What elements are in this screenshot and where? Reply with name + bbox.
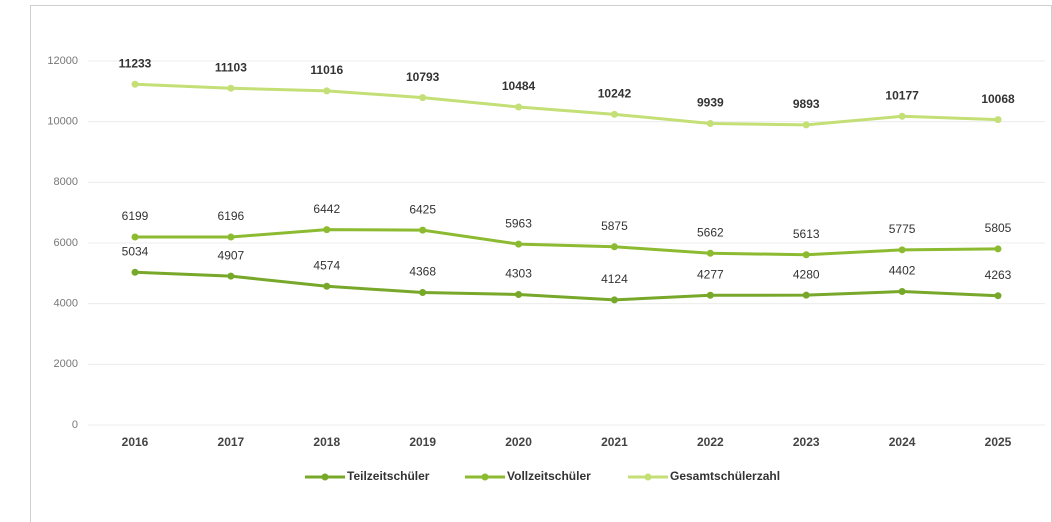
data-point — [994, 245, 1002, 253]
data-label: 11103 — [215, 60, 247, 74]
y-tick-label: 6000 — [54, 237, 78, 249]
y-tick-label: 2000 — [54, 358, 78, 370]
data-point — [706, 249, 714, 257]
x-tick-label: 2017 — [218, 435, 245, 449]
data-label: 5875 — [601, 219, 628, 233]
y-tick-label: 12000 — [47, 55, 78, 67]
data-point — [323, 87, 331, 95]
data-label: 5613 — [793, 227, 820, 241]
data-point — [227, 233, 235, 241]
data-point — [706, 291, 714, 299]
data-label: 10177 — [885, 88, 919, 102]
data-point — [802, 121, 810, 129]
legend-label: Teilzeitschüler — [347, 469, 430, 483]
series-line — [134, 270, 999, 302]
y-tick-label: 0 — [72, 419, 78, 431]
x-tick-label: 2022 — [697, 435, 724, 449]
data-label: 4907 — [218, 248, 245, 262]
x-tick-label: 2016 — [122, 435, 149, 449]
data-point — [706, 120, 714, 128]
x-tick-label: 2023 — [793, 435, 820, 449]
data-point — [898, 246, 906, 254]
data-label: 6196 — [218, 209, 245, 223]
data-point — [898, 112, 906, 120]
data-label: 11233 — [119, 56, 152, 70]
data-label: 4368 — [409, 265, 436, 279]
data-point — [610, 243, 618, 251]
x-tick-label: 2024 — [889, 435, 916, 449]
data-label: 4280 — [793, 267, 820, 281]
data-label: 5034 — [122, 244, 149, 258]
chart-frame — [30, 5, 1052, 522]
legend-marker — [321, 473, 329, 481]
data-point — [131, 233, 139, 241]
data-label: 5805 — [985, 221, 1012, 235]
y-tick-label: 4000 — [54, 298, 78, 310]
data-point — [419, 94, 427, 102]
data-point — [515, 290, 523, 298]
y-tick-label: 10000 — [47, 116, 78, 128]
legend-label: Gesamtschülerzahl — [670, 469, 780, 483]
x-tick-label: 2021 — [601, 435, 628, 449]
data-label: 9939 — [697, 96, 724, 110]
data-label: 11016 — [310, 63, 343, 77]
data-point — [323, 226, 331, 234]
data-point — [515, 240, 523, 248]
data-label: 9893 — [793, 97, 820, 111]
legend-marker — [481, 473, 489, 481]
data-label: 6425 — [409, 202, 436, 216]
data-label: 5662 — [697, 225, 724, 239]
data-point — [419, 226, 427, 234]
data-label: 4263 — [985, 268, 1012, 282]
data-point — [227, 84, 235, 92]
data-label: 10793 — [406, 70, 440, 84]
data-label: 5775 — [889, 222, 916, 236]
series-line — [134, 82, 999, 127]
data-label: 10484 — [502, 79, 536, 93]
data-point — [227, 272, 235, 280]
x-tick-label: 2018 — [313, 435, 340, 449]
x-tick-label: 2019 — [409, 435, 436, 449]
data-label: 4124 — [601, 272, 628, 286]
y-tick-label: 8000 — [54, 176, 78, 188]
x-tick-label: 2020 — [505, 435, 532, 449]
data-point — [994, 116, 1002, 124]
data-point — [994, 292, 1002, 300]
data-label: 5963 — [505, 216, 532, 230]
data-label: 4277 — [697, 267, 724, 281]
data-point — [802, 251, 810, 259]
data-point — [323, 282, 331, 290]
x-tick-label: 2025 — [985, 435, 1012, 449]
data-point — [802, 291, 810, 299]
data-point — [515, 103, 523, 111]
data-label: 4402 — [889, 264, 916, 278]
data-label: 4574 — [313, 258, 340, 272]
data-label: 10242 — [598, 86, 632, 100]
data-point — [131, 268, 139, 276]
data-label: 10068 — [981, 92, 1015, 106]
series-line — [134, 228, 999, 257]
data-point — [898, 287, 906, 295]
data-label: 6199 — [122, 209, 149, 223]
data-point — [419, 289, 427, 297]
data-label: 4303 — [505, 267, 532, 281]
data-label: 6442 — [313, 202, 340, 216]
data-point — [131, 80, 139, 88]
legend-marker — [644, 473, 652, 481]
data-point — [610, 110, 618, 118]
data-point — [610, 296, 618, 304]
legend-label: Vollzeitschüler — [507, 469, 591, 483]
